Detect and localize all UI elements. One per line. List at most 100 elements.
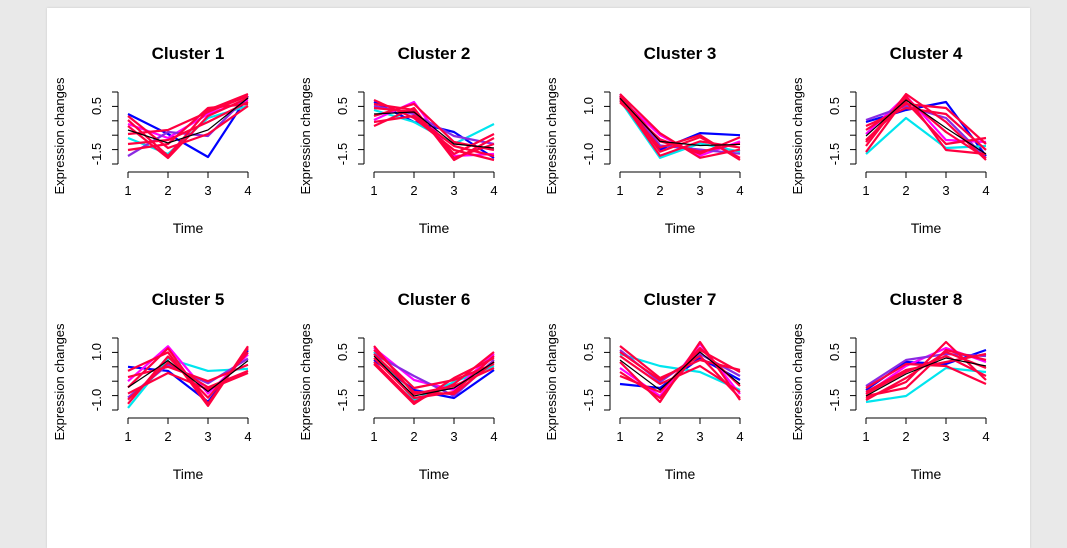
member-series-line [127,92,249,158]
y-tick-label: 1.0 [89,343,104,361]
y-axis-label: Expression changes [298,323,313,441]
y-axis-label: Expression changes [790,77,805,195]
x-tick-label: 3 [942,429,949,444]
x-axis-label: Time [173,220,204,236]
member-series-line [127,95,249,159]
panel-title: Cluster 7 [644,290,717,309]
y-tick-label: 0.5 [827,343,842,361]
x-tick-label: 4 [490,183,497,198]
panel-title: Cluster 2 [398,44,471,63]
x-axis-label: Time [173,466,204,482]
cluster-panel: Cluster 1 1 2 3 4 Time -1.5 0.5 Expression chang… [52,44,252,236]
x-tick-label: 3 [942,183,949,198]
x-tick-label: 1 [370,183,377,198]
mean-series-line [127,97,249,144]
y-tick-label: -1.0 [89,389,104,411]
member-series-line [127,102,249,152]
x-tick-label: 1 [124,429,131,444]
x-tick-label: 1 [616,429,623,444]
x-tick-label: 1 [370,429,377,444]
x-tick-label: 2 [656,429,663,444]
member-series-line [127,94,249,136]
member-series-line [619,95,741,153]
panel-title: Cluster 6 [398,290,471,309]
cluster-panel: Cluster 2 1 2 3 4 Time -1.5 0.5 Expression chang… [298,44,498,236]
x-axis-label: Time [419,466,450,482]
cluster-panel: Cluster 4 1 2 3 4 Time -1.5 0.5 Expression chang… [790,44,990,236]
x-tick-label: 1 [862,183,869,198]
y-tick-label: -1.5 [335,389,350,411]
mean-series-line [865,99,987,155]
y-axis-label: Expression changes [544,77,559,195]
cluster-panel: Cluster 8 1 2 3 4 Time -1.5 0.5 Expression chang… [790,290,990,482]
y-axis-label: Expression changes [52,323,67,441]
x-tick-label: 4 [244,183,251,198]
member-series-line [619,340,741,404]
x-tick-label: 3 [204,429,211,444]
x-tick-label: 3 [450,429,457,444]
x-tick-label: 4 [736,183,743,198]
panel-title: Cluster 8 [890,290,963,309]
cluster-plots-figure: Cluster 1 1 2 3 4 Time -1.5 0.5 Expression chang… [52,44,990,482]
y-tick-label: -1.5 [335,143,350,165]
member-series-line [865,354,987,395]
x-tick-label: 4 [982,429,989,444]
y-axis-label: Expression changes [544,323,559,441]
x-tick-label: 2 [656,183,663,198]
member-series-line [373,353,495,396]
x-axis-label: Time [419,220,450,236]
x-axis-label: Time [911,466,942,482]
member-series-line [127,371,249,395]
y-tick-label: 0.5 [581,343,596,361]
mean-series-line [865,357,987,397]
x-tick-label: 4 [490,429,497,444]
x-tick-label: 3 [696,429,703,444]
x-tick-label: 4 [244,429,251,444]
x-axis-label: Time [665,466,696,482]
member-series-line [865,116,987,155]
x-tick-label: 2 [902,429,909,444]
x-tick-label: 2 [164,429,171,444]
member-series-line [865,348,987,398]
x-tick-label: 3 [696,183,703,198]
x-tick-label: 1 [124,183,131,198]
y-axis-label: Expression changes [52,77,67,195]
member-series-line [865,96,987,159]
panel-title: Cluster 4 [890,44,963,63]
member-series-line [865,102,987,145]
y-tick-label: -1.5 [89,143,104,165]
x-tick-label: 4 [982,183,989,198]
mean-series-line [619,97,741,147]
member-series-line [865,94,987,156]
y-tick-label: 1.0 [581,97,596,115]
member-series-line [127,361,249,401]
member-series-line [373,349,495,390]
member-series-line [865,366,987,404]
cluster-panel: Cluster 3 1 2 3 4 Time -1.0 1.0 Expression chang… [544,44,744,236]
y-tick-label: 0.5 [827,97,842,115]
y-tick-label: -1.0 [581,143,596,165]
x-tick-label: 4 [736,429,743,444]
mean-series-line [619,351,741,391]
x-tick-label: 3 [450,183,457,198]
y-axis-label: Expression changes [298,77,313,195]
x-tick-label: 2 [410,183,417,198]
panel-title: Cluster 5 [152,290,225,309]
y-tick-label: 0.5 [89,97,104,115]
y-tick-label: -1.5 [827,143,842,165]
y-tick-label: 0.5 [335,97,350,115]
x-axis-label: Time [911,220,942,236]
mean-series-line [373,355,495,397]
y-tick-label: -1.5 [581,389,596,411]
x-tick-label: 1 [616,183,623,198]
member-series-line [373,102,495,160]
cluster-panel: Cluster 6 1 2 3 4 Time -1.5 0.5 Expression chang… [298,290,498,482]
member-series-line [619,348,741,400]
x-tick-label: 3 [204,183,211,198]
cluster-panel: Cluster 7 1 2 3 4 Time -1.5 0.5 Expression chang… [544,290,744,482]
y-tick-label: -1.5 [827,389,842,411]
x-tick-label: 1 [862,429,869,444]
x-tick-label: 2 [164,183,171,198]
y-tick-label: 0.5 [335,343,350,361]
x-tick-label: 2 [410,429,417,444]
